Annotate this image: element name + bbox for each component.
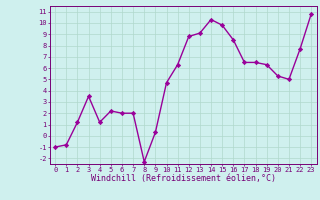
X-axis label: Windchill (Refroidissement éolien,°C): Windchill (Refroidissement éolien,°C) (91, 174, 276, 183)
